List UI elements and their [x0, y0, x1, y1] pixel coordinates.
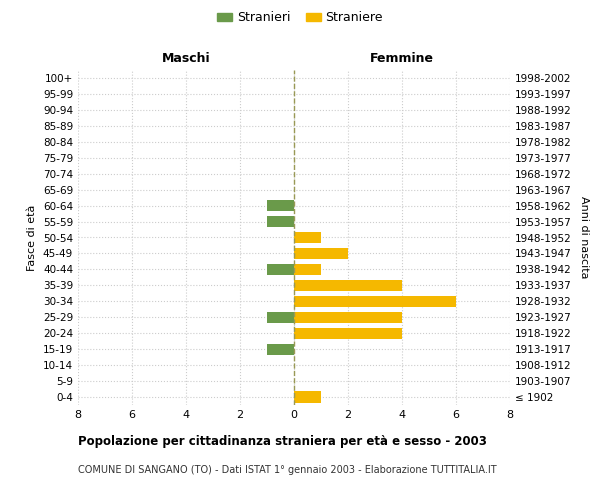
Bar	[294, 392, 321, 402]
Legend: Stranieri, Straniere: Stranieri, Straniere	[212, 6, 388, 29]
Bar	[267, 312, 294, 323]
Text: Popolazione per cittadinanza straniera per età e sesso - 2003: Popolazione per cittadinanza straniera p…	[78, 435, 487, 448]
Text: COMUNE DI SANGANO (TO) - Dati ISTAT 1° gennaio 2003 - Elaborazione TUTTITALIA.IT: COMUNE DI SANGANO (TO) - Dati ISTAT 1° g…	[78, 465, 497, 475]
Text: Femmine: Femmine	[370, 52, 434, 65]
Text: Maschi: Maschi	[161, 52, 211, 65]
Bar	[294, 328, 402, 339]
Bar	[267, 216, 294, 227]
Bar	[267, 344, 294, 355]
Bar	[294, 296, 456, 307]
Bar	[294, 248, 348, 259]
Bar	[294, 264, 321, 275]
Bar	[267, 200, 294, 211]
Y-axis label: Anni di nascita: Anni di nascita	[578, 196, 589, 279]
Bar	[294, 232, 321, 243]
Bar	[294, 312, 402, 323]
Bar	[267, 264, 294, 275]
Bar	[294, 280, 402, 291]
Y-axis label: Fasce di età: Fasce di età	[28, 204, 37, 270]
